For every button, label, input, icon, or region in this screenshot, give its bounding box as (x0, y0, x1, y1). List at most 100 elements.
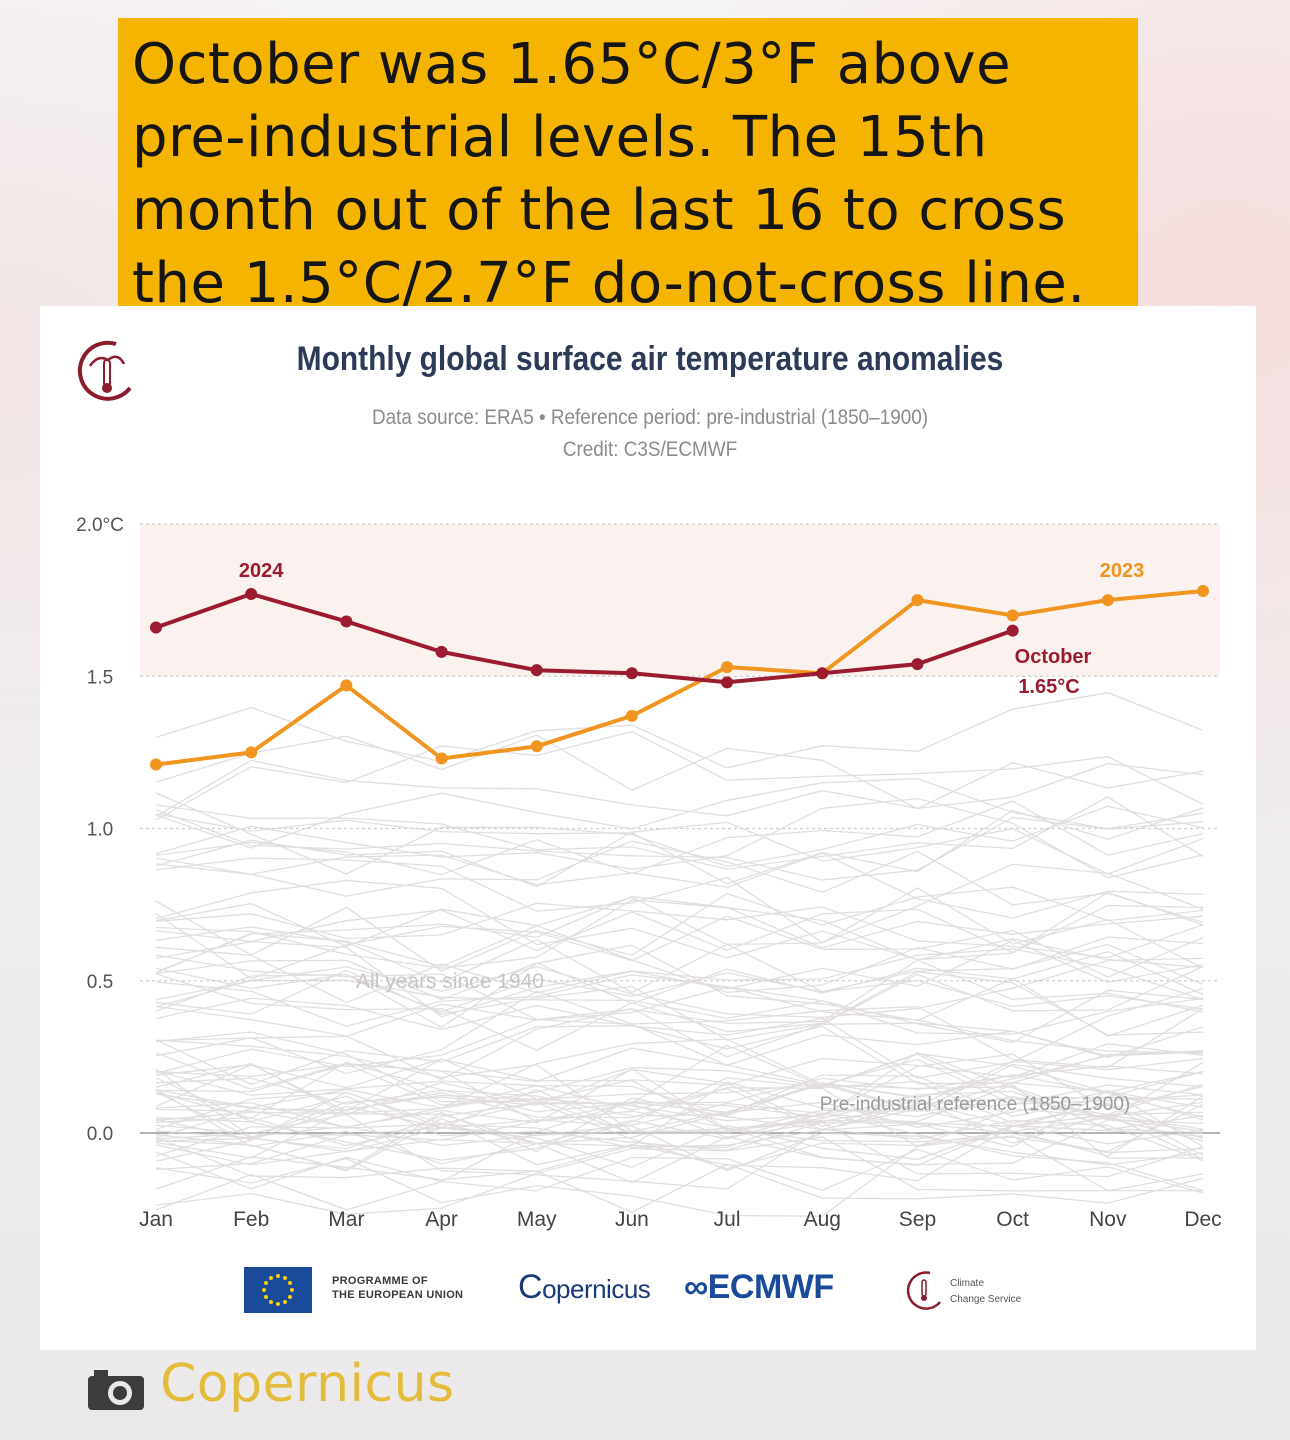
chart-credit: Credit: C3S/ECMWF (562, 438, 738, 461)
ecmwf-logo: ∞ECMWF (684, 1268, 834, 1307)
background-year-line (155, 974, 1204, 1044)
background-year-line (155, 1019, 1204, 1074)
eu-programme-text: PROGRAMME OF THE EUROPEAN UNION (332, 1274, 463, 1302)
background-year-line (155, 972, 1204, 1013)
series-point-2023 (625, 709, 638, 722)
background-year-line (155, 1095, 1204, 1170)
series-point-2024 (340, 615, 353, 628)
series-point-2024 (625, 667, 638, 680)
background-year-line (155, 979, 1204, 1035)
c3s-text: Climate Change Service (950, 1276, 1021, 1308)
y-tick-label: 1.5 (87, 667, 113, 688)
series-point-2023 (721, 661, 734, 674)
x-tick-label: Aug (804, 1208, 841, 1231)
background-years-lines (155, 692, 1204, 1217)
y-tick-label: 2.0°C (76, 515, 124, 536)
background-year-line (155, 944, 1204, 1037)
c3s-line-1: Climate (950, 1278, 984, 1289)
x-tick-label: Dec (1184, 1208, 1221, 1231)
background-year-line (155, 1068, 1204, 1144)
headline-text: October was 1.65°C/3°F above pre-industr… (132, 32, 1086, 316)
series-point-2023 (1197, 584, 1209, 597)
background-year-line (155, 1068, 1204, 1147)
background-year-line (155, 1025, 1204, 1086)
reference-label: Pre-industrial reference (1850–1900) (820, 1094, 1131, 1115)
copernicus-logo: Copernicus (518, 1268, 651, 1307)
background-year-line (155, 1119, 1204, 1172)
copernicus-c-icon: C (518, 1268, 543, 1306)
c3s-line-2: Change Service (950, 1294, 1022, 1305)
ecmwf-logo-text: ECMWF (707, 1268, 834, 1306)
headline-banner: October was 1.65°C/3°F above pre-industr… (118, 18, 1138, 316)
chart-subtitle: Data source: ERA5 • Reference period: pr… (371, 406, 929, 429)
series-label-2024: 2024 (239, 560, 284, 582)
series-point-2023 (435, 752, 448, 765)
climate-change-service-icon (906, 1271, 941, 1310)
background-year-line (155, 1070, 1204, 1131)
background-year-line (155, 986, 1204, 1054)
background-year-line (155, 1044, 1204, 1119)
background-year-line (155, 1112, 1204, 1192)
background-year-line (155, 1148, 1204, 1211)
eu-flag-icon (244, 1267, 312, 1313)
october-annotation-line2: 1.65°C (1018, 676, 1079, 698)
background-year-line (155, 1050, 1204, 1106)
series-point-2023 (1101, 594, 1114, 607)
background-year-line (155, 792, 1204, 875)
series-point-2024 (435, 645, 448, 658)
series-point-2024 (816, 667, 829, 680)
background-year-line (155, 777, 1204, 849)
background-year-line (155, 1090, 1204, 1144)
background-years-label: All years since 1940 (356, 970, 544, 993)
footer-logos: PROGRAMME OF THE EUROPEAN UNION Copernic… (240, 1262, 1060, 1322)
x-tick-label: Feb (233, 1208, 269, 1231)
series-point-2024 (721, 676, 734, 689)
series-line-2024 (155, 592, 1014, 685)
series-point-2024 (1006, 624, 1019, 637)
background-year-line (155, 957, 1204, 1019)
background-year-line (155, 1119, 1204, 1184)
background-year-line (155, 1053, 1204, 1122)
series-point-2024 (530, 664, 543, 677)
background-year-line (155, 840, 1204, 924)
background-year-line (155, 852, 1204, 919)
background-year-line (155, 1088, 1204, 1140)
background-year-line (155, 1038, 1204, 1121)
y-tick-label: 0.0 (87, 1124, 113, 1145)
background-year-line (155, 1062, 1204, 1121)
background-year-line (155, 809, 1204, 881)
copernicus-logo-text: opernicus (542, 1274, 651, 1304)
series-point-2023 (245, 746, 258, 759)
background-year-line (155, 1084, 1203, 1159)
series-point-2023 (530, 740, 543, 753)
background-year-line (155, 734, 1204, 810)
x-tick-label: May (517, 1208, 557, 1231)
camera-icon (88, 1370, 144, 1410)
x-tick-label: Oct (996, 1208, 1029, 1231)
background-year-line (155, 886, 1204, 972)
background-year-line (155, 759, 1204, 817)
background-year-line (155, 1053, 1204, 1116)
series-point-2024 (150, 621, 162, 634)
background-year-line (155, 939, 1204, 1004)
x-tick-label: Jul (714, 1208, 741, 1231)
background-year-line (155, 796, 1204, 870)
background-year-line (155, 941, 1204, 1018)
x-tick-label: Mar (328, 1208, 364, 1231)
background-year-line (155, 797, 1204, 879)
october-annotation-line1: October (1015, 646, 1092, 668)
series-point-2024 (245, 588, 258, 601)
x-tick-label: Jun (615, 1208, 649, 1231)
background-year-line (155, 879, 1204, 961)
copernicus-watermark: Copernicus (160, 1354, 455, 1414)
background-year-line (155, 821, 1204, 888)
x-tick-label: Apr (425, 1208, 458, 1231)
y-tick-label: 0.5 (87, 972, 113, 993)
background-year-line (155, 926, 1204, 994)
background-year-line (155, 954, 1204, 1025)
background-year-line (155, 951, 1204, 1005)
background-year-line (155, 971, 1204, 1051)
background-year-line (155, 1031, 1204, 1103)
background-year-line (155, 895, 1204, 973)
